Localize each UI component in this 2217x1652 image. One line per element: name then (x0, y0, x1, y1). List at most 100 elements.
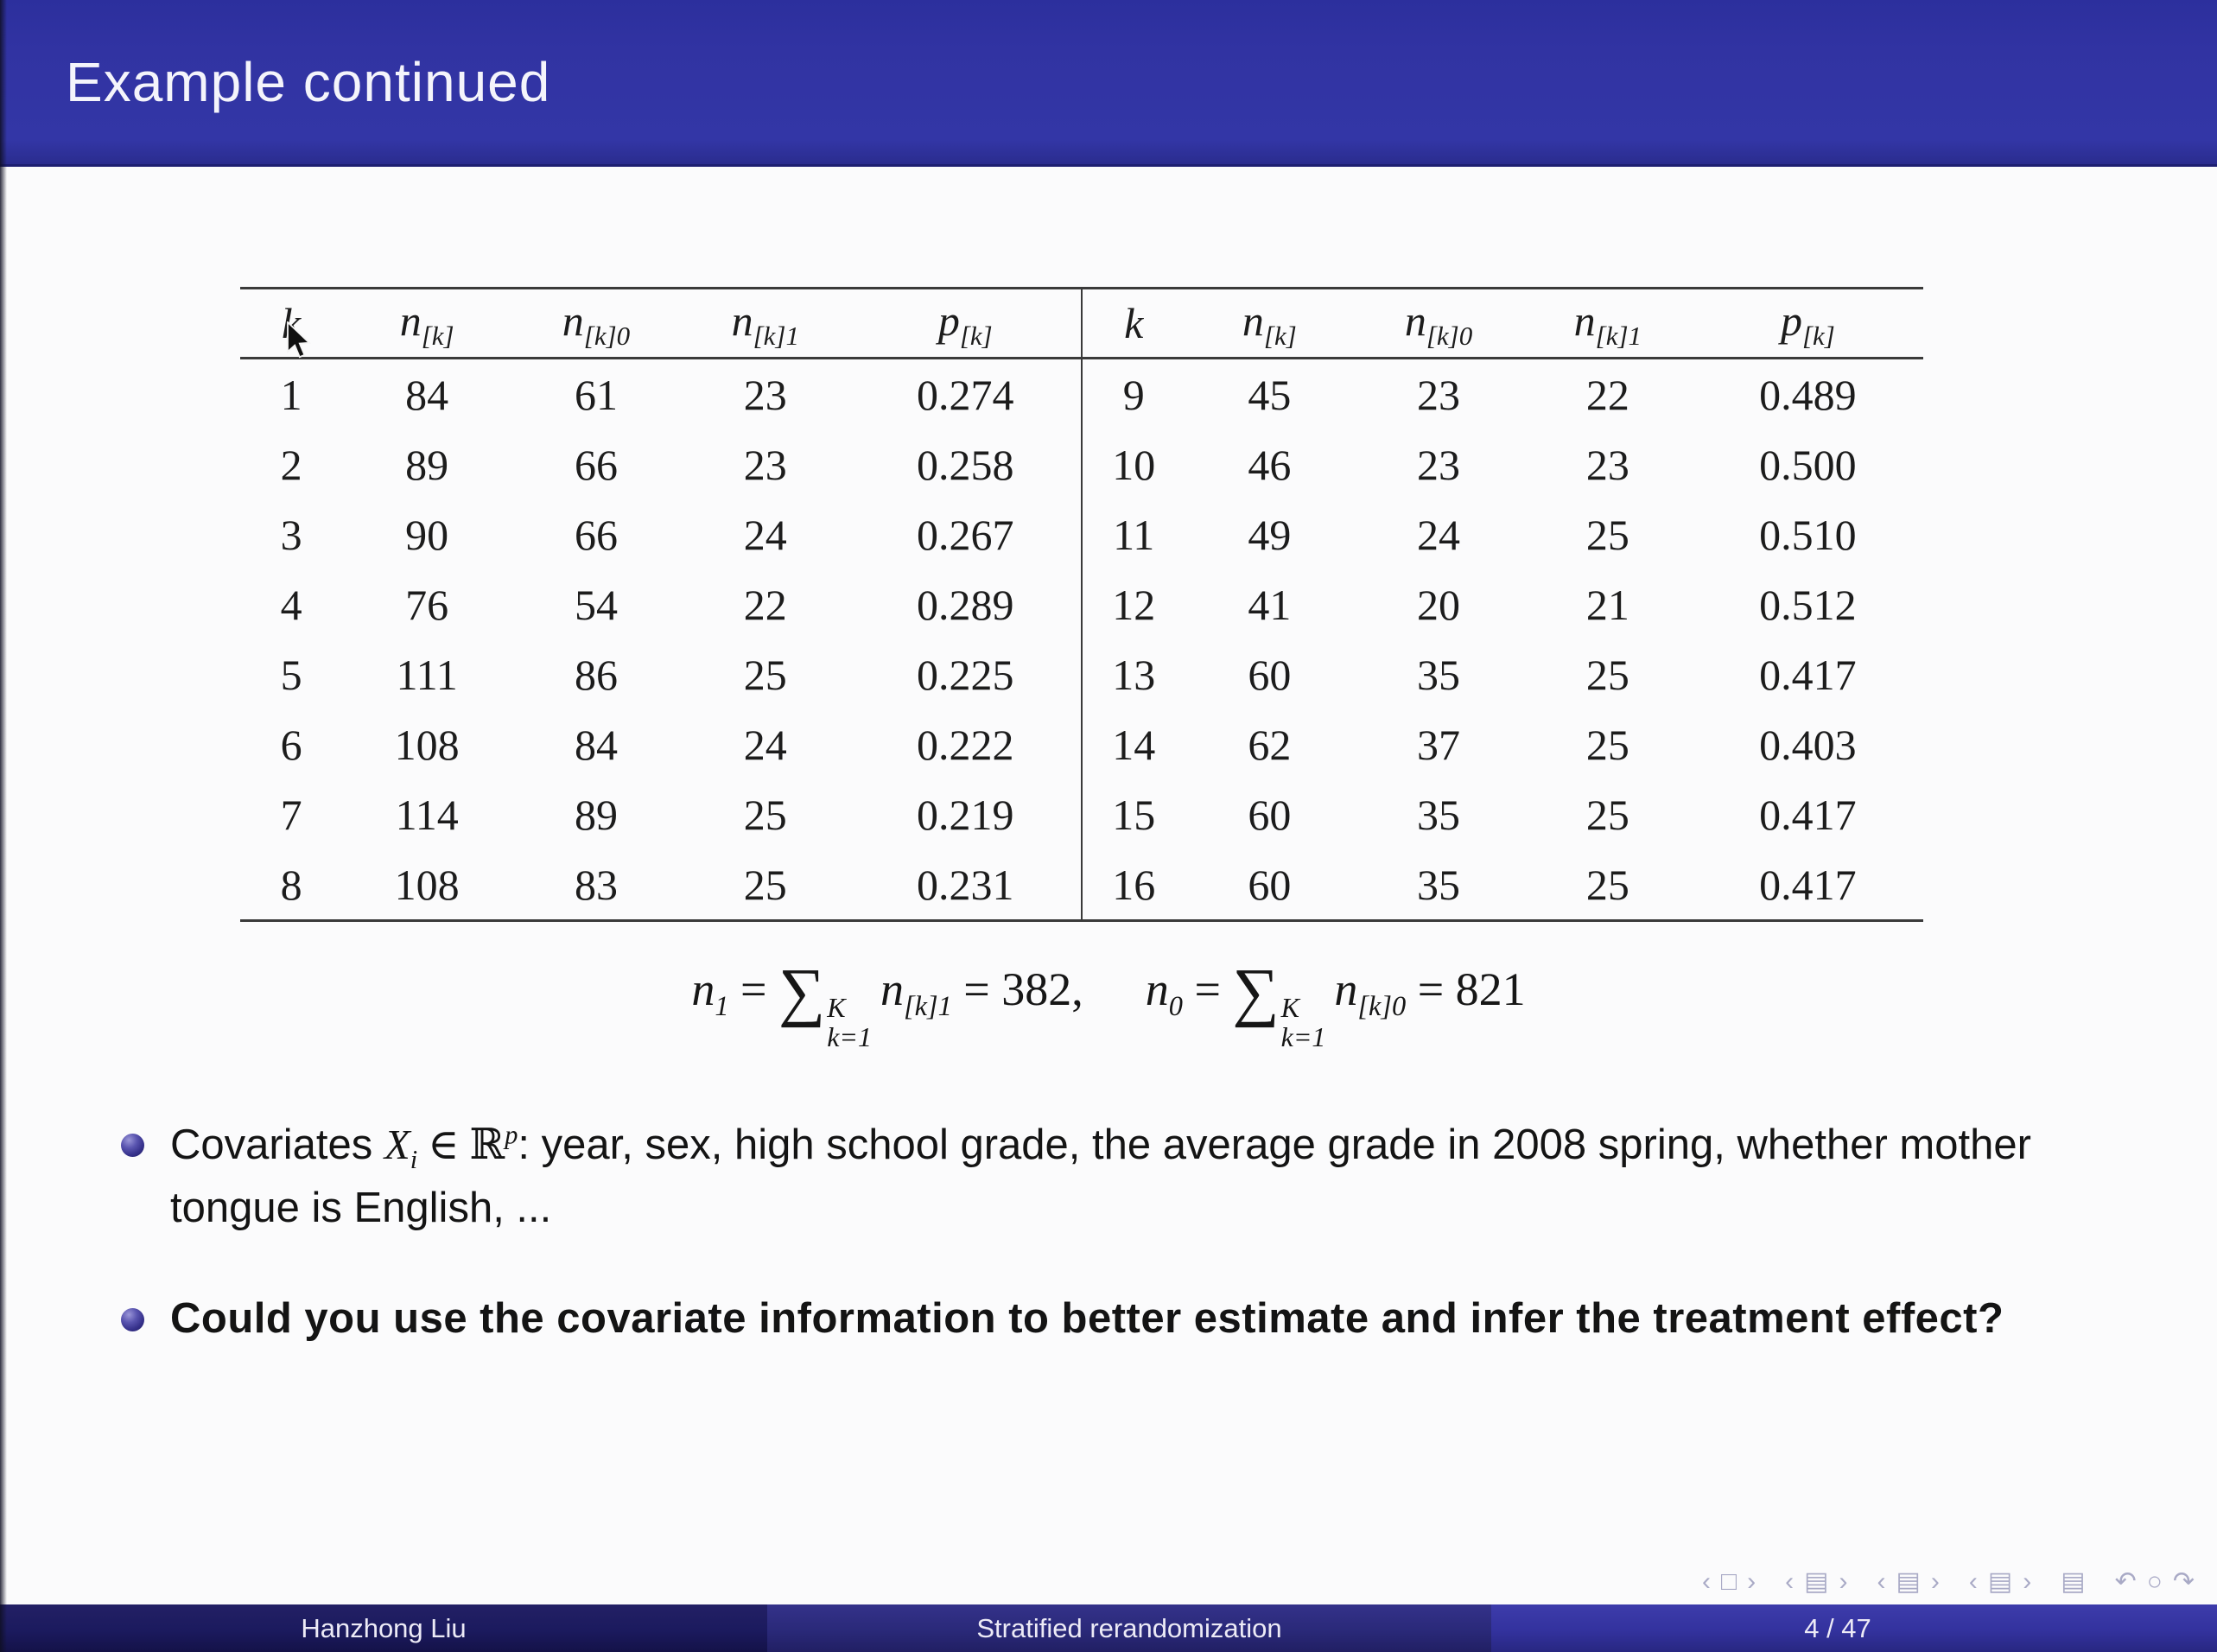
formula-token: = 382, (963, 963, 1083, 1015)
math-token: X (384, 1121, 410, 1168)
history-nav-icon[interactable]: ○ (2146, 1567, 2163, 1596)
formula-token: n (880, 963, 904, 1015)
formula-token: 1 (715, 990, 729, 1022)
table-cell: 3 (280, 510, 302, 559)
table-cell: 24 (743, 720, 787, 769)
table-cell: 60 (1248, 790, 1292, 839)
appendix-nav: ▤ (2061, 1569, 2085, 1595)
section-nav-icon[interactable]: ‹ (1968, 1567, 1978, 1596)
table-cell: 25 (1585, 790, 1629, 839)
table-cell: 0.267 (917, 510, 1014, 559)
sum-symbol: ∑ (1232, 956, 1280, 1028)
frameset-nav-icon[interactable]: ▤ (1804, 1567, 1829, 1596)
column-header: n[k] (399, 295, 454, 351)
table-cell: 62 (1248, 720, 1292, 769)
table-cell: 6 (280, 720, 302, 769)
formula-token: n (1145, 963, 1169, 1015)
table-cell: 54 (574, 580, 618, 629)
table-cell: 89 (405, 440, 449, 489)
table-cell: 84 (405, 370, 449, 419)
formula-token: K (1280, 992, 1299, 1023)
column-header: p[k] (1780, 295, 1835, 351)
table-cell: 61 (574, 370, 618, 419)
table-cell: 60 (1248, 650, 1292, 699)
frame-nav-icon[interactable]: › (1747, 1567, 1756, 1596)
math-expression: Xi ∈ ℝp (384, 1120, 518, 1174)
history-nav-icon[interactable]: ↷ (2172, 1567, 2195, 1596)
subsection-nav-icon[interactable]: ▤ (1896, 1567, 1921, 1596)
bullet-ball-icon (121, 1307, 144, 1331)
table-cell: 0.500 (1759, 440, 1857, 489)
column-header: k (1080, 288, 1185, 359)
formula-token: [k]0 (1357, 990, 1407, 1022)
footer-talk-title-box: Stratified rerandomization (767, 1604, 1491, 1652)
table-cell: 25 (1585, 650, 1629, 699)
table-cell: 0.510 (1759, 510, 1857, 559)
table-cell: 46 (1248, 440, 1292, 489)
table-cell: 23 (1417, 370, 1461, 419)
math-token: p (505, 1120, 518, 1150)
table-cell: 0.231 (917, 860, 1014, 909)
table-cell: 8 (280, 860, 302, 909)
column-header: n[k]0 (562, 295, 631, 351)
table-cell: 45 (1248, 370, 1292, 419)
beamer-nav-bar: ‹ □ › ‹ ▤ › ‹ ▤ › ‹ ▤ › ▤ ↶ ○ ↷ (1702, 1569, 2195, 1595)
table-cell: 84 (574, 720, 618, 769)
frame-nav-icon[interactable]: ‹ (1702, 1567, 1712, 1596)
column-header: n[k]1 (731, 295, 799, 351)
table-cell: 25 (743, 860, 787, 909)
history-nav-icon[interactable]: ↶ (2114, 1567, 2137, 1596)
footer-page-box: 4 / 47 (1491, 1604, 2217, 1652)
frameset-nav: ‹ ▤ › (1785, 1569, 1847, 1595)
table-cell: 0.274 (917, 370, 1014, 419)
table-cell: 2 (280, 440, 302, 489)
footer-author: Hanzhong Liu (301, 1612, 467, 1643)
appendix-nav-icon[interactable]: ▤ (2061, 1567, 2086, 1596)
table-cell: 90 (405, 510, 449, 559)
table-cell: 35 (1417, 860, 1461, 909)
header-row: k n[k] n[k]0 n[k]1 p[k] k n[k] n[k]0 n[k]1 p[k] (240, 288, 1923, 359)
formula-token: K (827, 992, 846, 1023)
table-cell: 4 (280, 580, 302, 629)
table-cell: 23 (743, 370, 787, 419)
frameset-nav-icon[interactable]: › (1839, 1567, 1848, 1596)
math-token: i (410, 1144, 418, 1174)
table-cell: 0.417 (1759, 650, 1857, 699)
column-header: n[k]1 (1573, 295, 1642, 351)
formula-token: n (1334, 963, 1358, 1015)
column-header: n[k] (1242, 295, 1297, 351)
table-cell: 23 (743, 440, 787, 489)
table-cell: 49 (1248, 510, 1292, 559)
table-cell: 0.222 (917, 720, 1014, 769)
subsection-nav-icon[interactable]: › (1930, 1567, 1940, 1596)
formula-token: = 821 (1417, 963, 1526, 1015)
table-cell: 11 (1080, 499, 1185, 569)
bullet-covariates-text: Covariates Xi ∈ ℝp: year, sex, high school… (170, 1115, 2134, 1239)
table-cell: 0.225 (917, 650, 1014, 699)
table-cell: 0.417 (1759, 860, 1857, 909)
table-cell: 23 (1585, 440, 1629, 489)
section-nav-icon[interactable]: › (2023, 1567, 2032, 1596)
formula-token: k=1 (1280, 1020, 1326, 1052)
column-header: p[k] (937, 295, 993, 351)
frame-nav: ‹ □ › (1702, 1569, 1756, 1595)
table-cell: 60 (1248, 860, 1292, 909)
subsection-nav-icon[interactable]: ‹ (1877, 1567, 1886, 1596)
strata-table-head: k n[k] n[k]0 n[k]1 p[k] k n[k] n[k]0 n[k]1 p[k] (240, 288, 1923, 359)
bullet-question: Could you use the covariate information … (121, 1289, 2134, 1350)
frame-nav-icon[interactable]: □ (1721, 1567, 1737, 1596)
column-header: n[k]0 (1404, 295, 1473, 351)
frameset-nav-icon[interactable]: ‹ (1785, 1567, 1795, 1596)
section-nav: ‹ ▤ › (1969, 1569, 2031, 1595)
table-cell: 7 (280, 790, 302, 839)
mouse-cursor-icon (287, 321, 312, 359)
table-cell: 114 (395, 790, 459, 839)
table-cell: 24 (743, 510, 787, 559)
table-cell: 9 (1080, 358, 1185, 429)
section-nav-icon[interactable]: ▤ (1987, 1567, 2013, 1596)
formula-token: 0 (1168, 990, 1183, 1022)
formula-token: = (1182, 963, 1233, 1015)
slide-header: Example continued (0, 0, 2217, 167)
